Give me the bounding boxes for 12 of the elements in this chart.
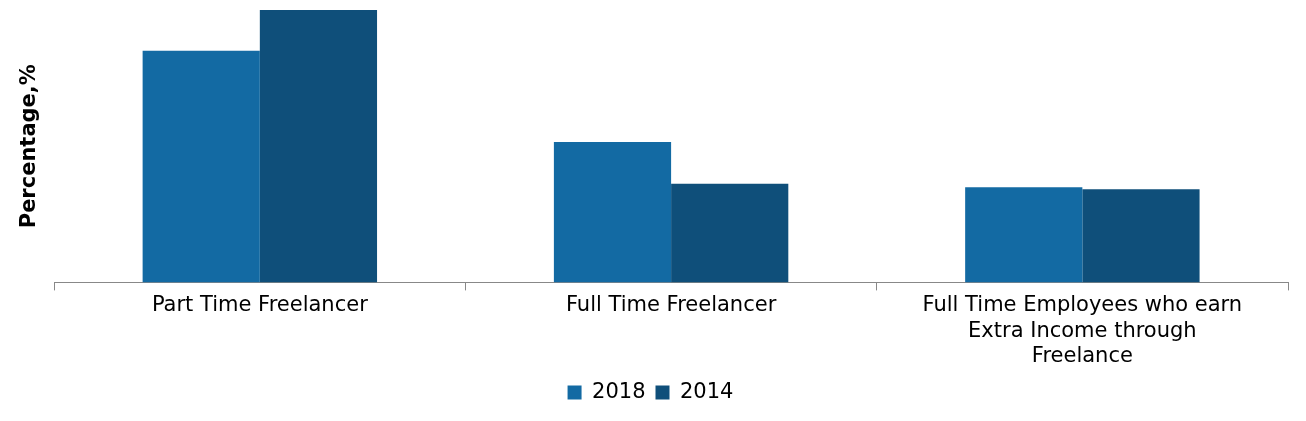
legend-label: 2014 bbox=[680, 378, 734, 403]
legend-label: 2018 bbox=[592, 378, 646, 403]
bar bbox=[1082, 189, 1200, 283]
x-tick-label: Part Time Freelancer bbox=[151, 292, 369, 317]
bar bbox=[671, 183, 789, 283]
x-tick-label: Full Time Freelancer bbox=[565, 292, 777, 317]
bar bbox=[259, 10, 378, 283]
bar bbox=[965, 187, 1083, 283]
x-tick-label: Full Time Employees who earn Extra Income through Freelance bbox=[922, 292, 1243, 367]
bar bbox=[553, 142, 672, 283]
bar bbox=[142, 50, 260, 283]
y-axis-title: Percentage,% bbox=[16, 64, 41, 229]
